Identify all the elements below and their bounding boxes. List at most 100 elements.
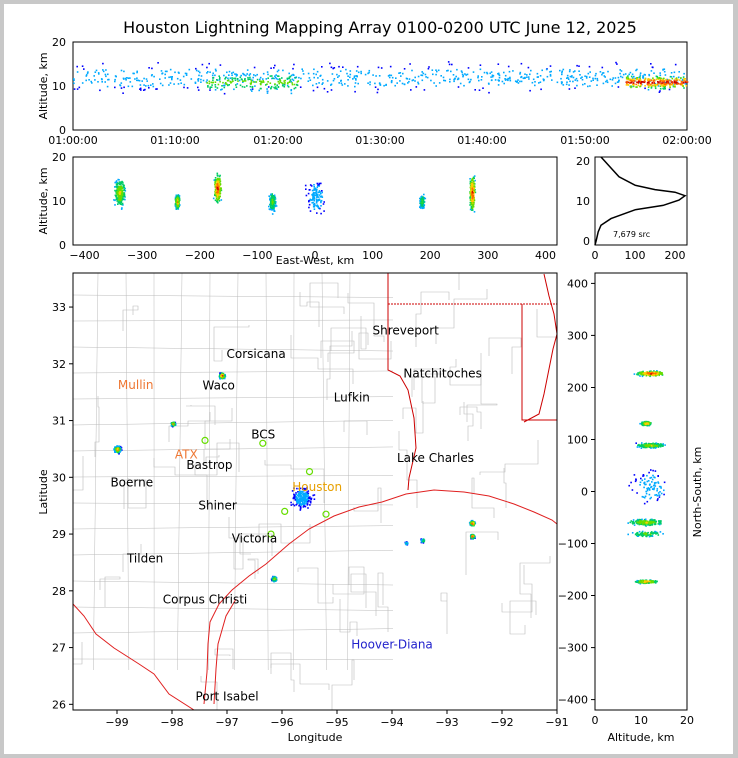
source-point: [657, 78, 659, 81]
source-point: [645, 535, 647, 538]
source-point: [652, 532, 655, 534]
source-point: [355, 75, 357, 77]
source-point: [661, 82, 663, 84]
source-point: [122, 195, 125, 198]
source-point: [131, 85, 134, 88]
source-point: [313, 195, 315, 197]
source-point: [657, 81, 659, 83]
source-point: [330, 84, 332, 86]
source-point: [428, 66, 430, 68]
source-point: [471, 524, 473, 527]
county-boundary: [488, 337, 522, 374]
ew-height-xtick: −100: [242, 249, 272, 262]
source-point: [422, 538, 425, 541]
source-point: [215, 194, 217, 196]
source-point: [270, 87, 272, 89]
source-point: [316, 196, 318, 199]
source-point: [237, 80, 239, 82]
source-point: [293, 74, 295, 76]
source-point: [301, 503, 304, 505]
time-height-xtick: 01:50:00: [560, 134, 609, 147]
source-point: [685, 84, 688, 87]
source-point: [550, 70, 552, 73]
source-point: [214, 177, 217, 179]
source-point: [291, 82, 293, 84]
source-point: [603, 75, 606, 77]
source-point: [635, 533, 637, 535]
source-point: [643, 73, 646, 76]
source-point: [652, 474, 654, 477]
source-point: [629, 71, 632, 74]
source-point: [639, 522, 641, 524]
source-point: [219, 182, 221, 184]
source-point: [316, 188, 318, 191]
source-point: [115, 191, 117, 193]
source-point: [214, 181, 216, 184]
source-point: [105, 75, 107, 78]
source-point: [283, 80, 285, 82]
source-point: [313, 198, 315, 200]
source-point: [472, 199, 474, 201]
source-point: [354, 85, 356, 88]
source-point: [123, 70, 125, 73]
source-point: [211, 84, 213, 86]
source-point: [323, 201, 325, 203]
source-point: [209, 86, 212, 88]
source-point: [377, 66, 380, 69]
source-point: [141, 80, 143, 82]
source-point: [645, 424, 648, 427]
source-point: [470, 520, 473, 523]
source-point: [655, 372, 657, 375]
county-boundary: [122, 544, 142, 572]
sensor-marker: [259, 439, 267, 447]
source-point: [611, 79, 614, 81]
source-point: [243, 80, 245, 82]
source-point: [420, 197, 422, 200]
source-point: [267, 86, 270, 88]
source-point: [584, 83, 586, 85]
source-point: [116, 191, 118, 193]
source-point: [119, 191, 122, 193]
source-point: [132, 72, 134, 75]
source-point: [640, 447, 643, 449]
source-point: [649, 446, 651, 449]
source-point: [467, 78, 470, 81]
source-point: [311, 193, 313, 196]
source-point: [628, 73, 630, 76]
source-point: [668, 88, 671, 91]
source-point: [177, 71, 180, 74]
source-point: [474, 188, 476, 191]
county-boundary: [203, 449, 220, 466]
source-point: [305, 496, 307, 498]
source-point: [664, 74, 667, 76]
source-point: [649, 533, 652, 535]
source-point: [121, 193, 124, 196]
source-point: [647, 524, 649, 526]
source-point: [453, 78, 455, 81]
source-point: [641, 421, 643, 424]
source-point: [402, 72, 404, 75]
source-point: [115, 183, 118, 186]
source-point: [219, 174, 221, 177]
altitude-histogram-line: [594, 156, 687, 246]
source-point: [637, 535, 640, 537]
source-point: [220, 375, 222, 378]
source-point: [307, 501, 309, 503]
source-point: [223, 377, 226, 380]
source-point: [414, 76, 416, 79]
source-point: [421, 201, 424, 204]
source-point: [618, 79, 620, 82]
sensor-marker: [322, 510, 330, 518]
county-boundary: [309, 282, 345, 314]
source-point: [300, 506, 302, 509]
source-point: [655, 78, 658, 81]
source-point: [522, 77, 525, 80]
source-point: [567, 78, 570, 80]
source-point: [336, 73, 338, 76]
source-point: [312, 494, 314, 497]
source-point: [652, 374, 654, 376]
source-point: [117, 201, 120, 204]
source-point: [296, 81, 299, 83]
source-point: [471, 188, 474, 191]
source-point: [660, 443, 663, 445]
